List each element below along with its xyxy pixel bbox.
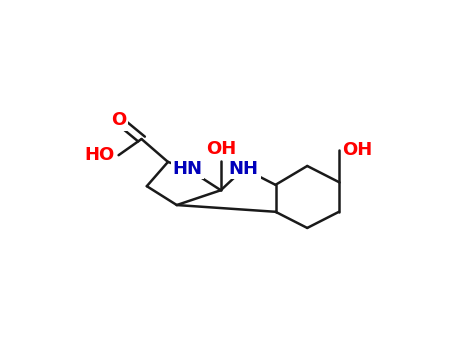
Text: NH: NH [229, 160, 259, 178]
Text: HO: HO [85, 146, 115, 164]
Text: HN: HN [172, 160, 202, 178]
Text: OH: OH [343, 141, 373, 159]
Text: O: O [111, 111, 126, 129]
Text: OH: OH [206, 140, 236, 158]
